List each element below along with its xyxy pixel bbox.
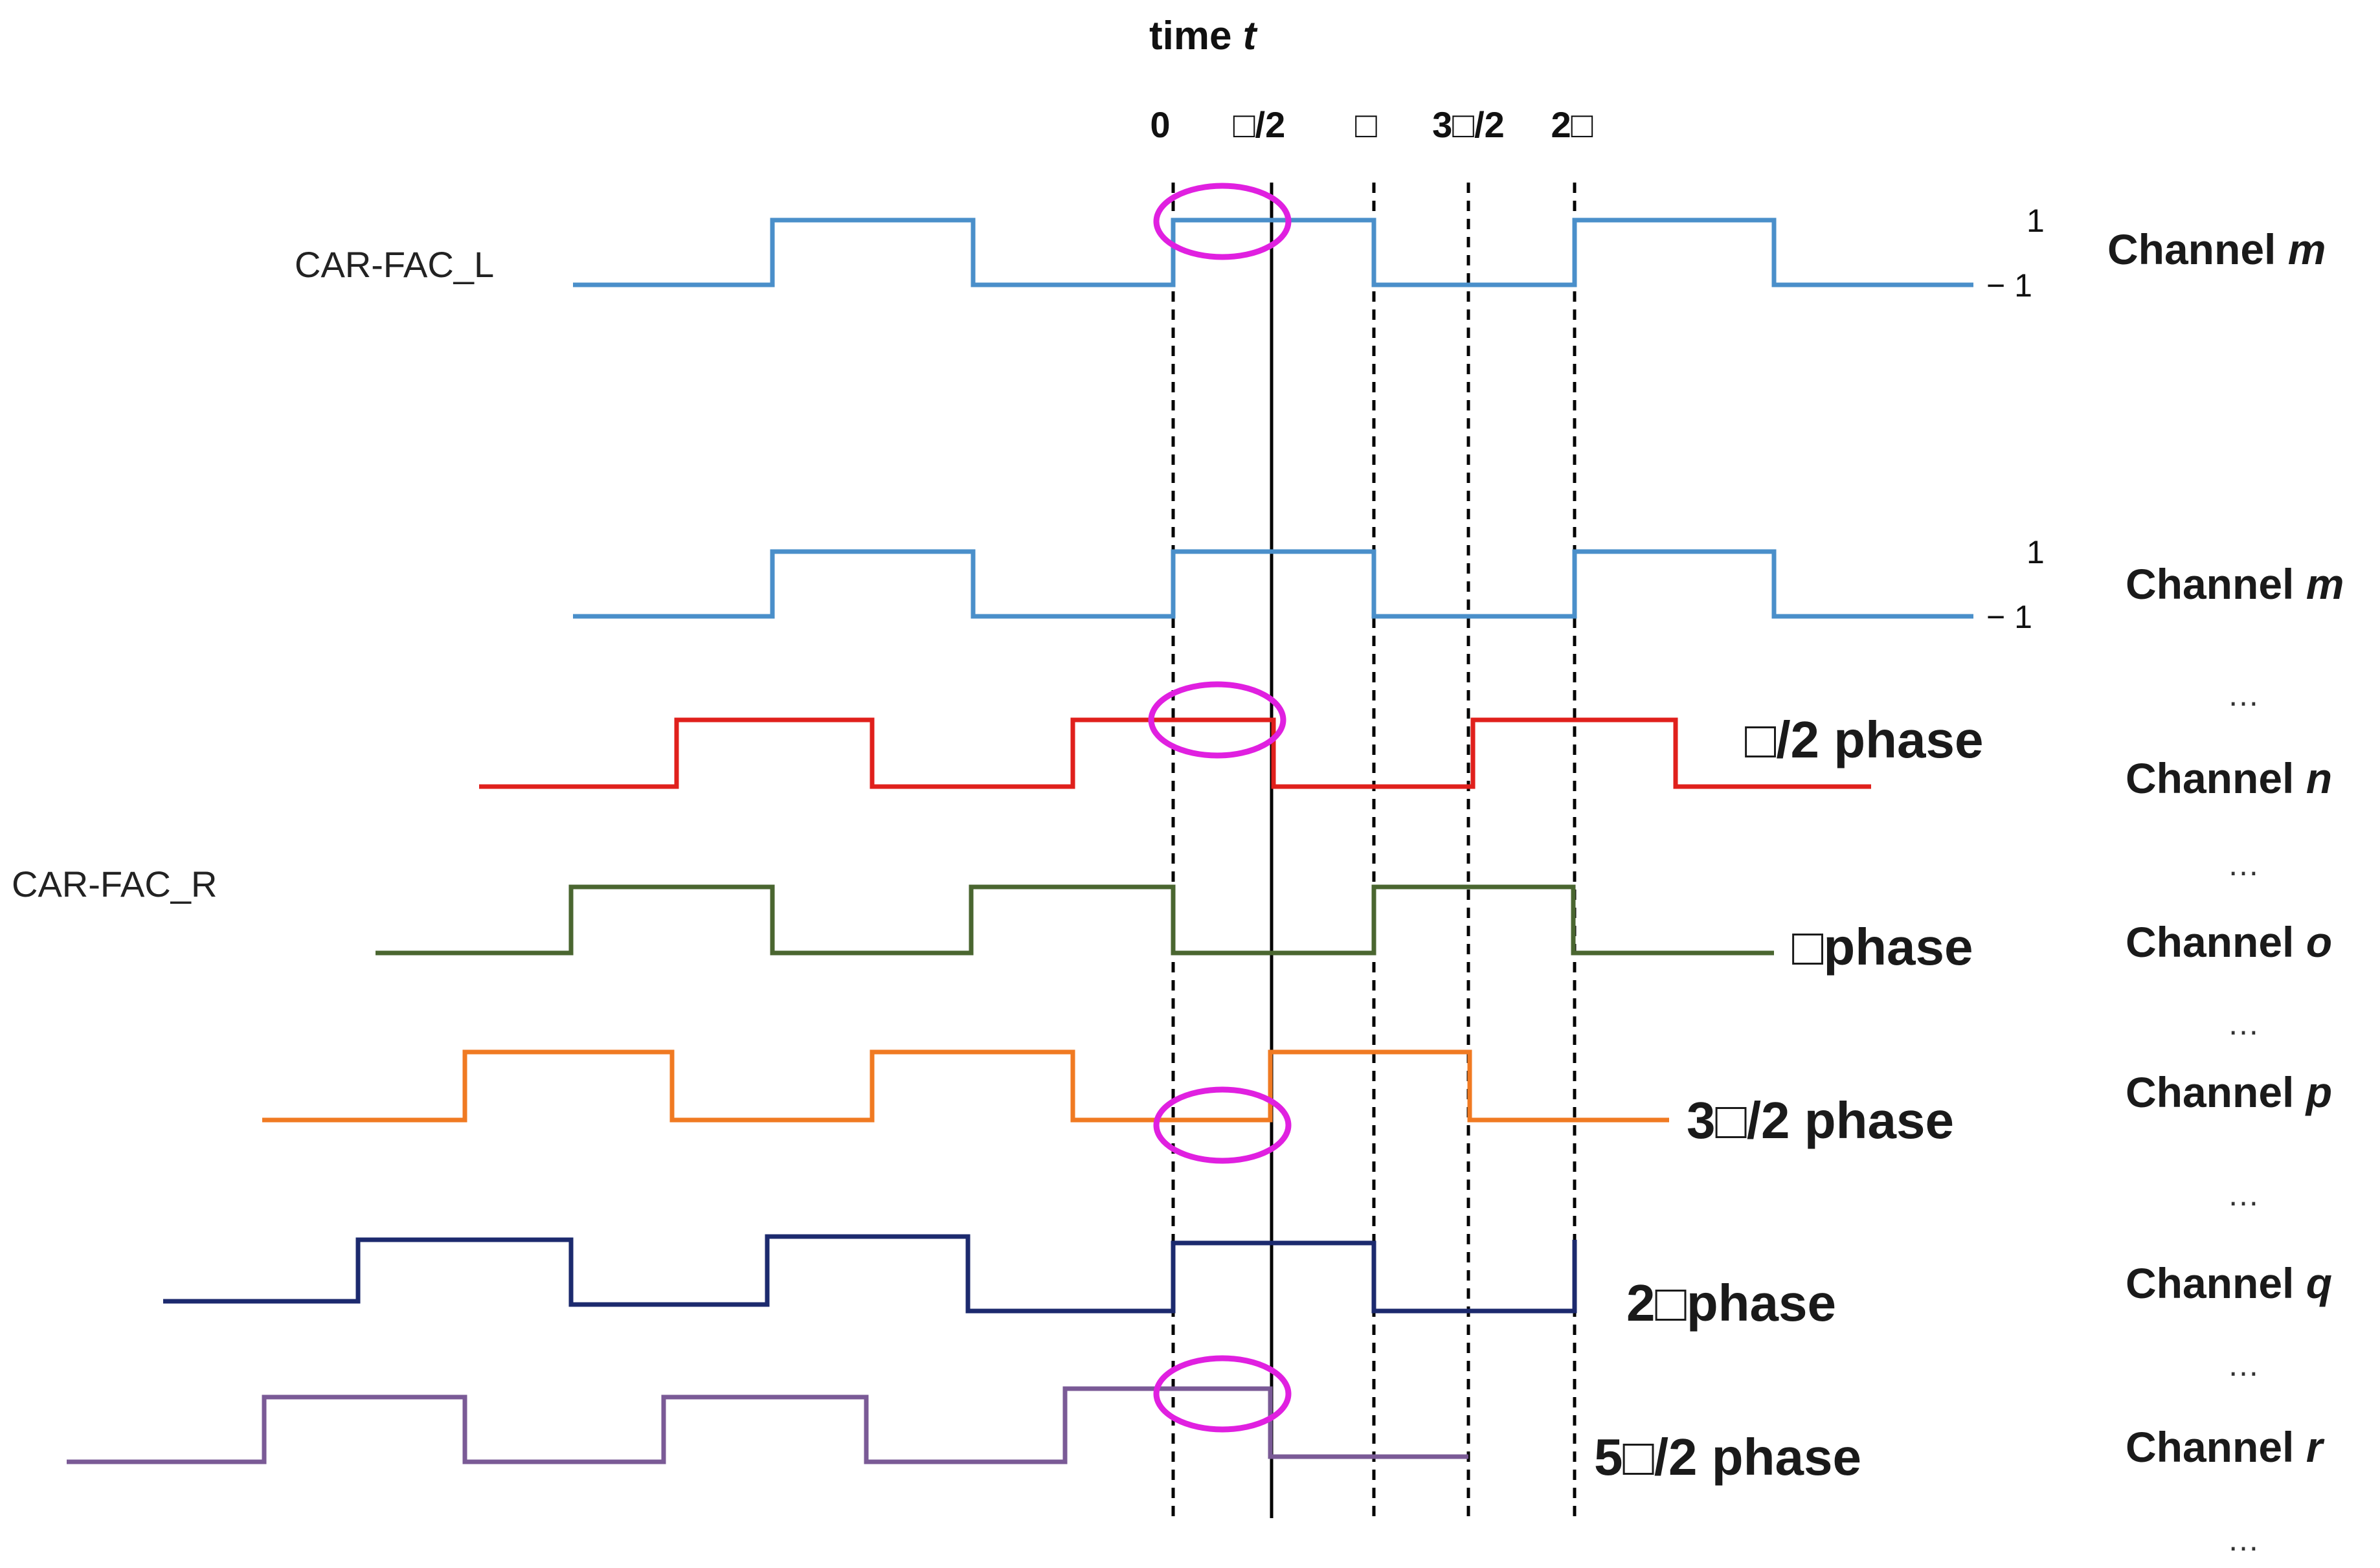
phase-label-3pi-half: 3□/2 phase: [1687, 1092, 1954, 1149]
phase-label-pi-half: □/2 phase: [1745, 711, 1983, 768]
wave-left-channel-m: [573, 218, 1973, 287]
tick-pi-half: □/2: [1233, 104, 1286, 145]
ellipsis-3: …: [2227, 1005, 2260, 1042]
marker-ring-channel-r: [1153, 1355, 1292, 1433]
level-low-left: − 1: [1986, 267, 2032, 304]
wave-channel-q: [163, 1234, 1577, 1314]
tick-2pi: 2□: [1551, 104, 1593, 145]
marker-ring-channel-m: [1153, 183, 1292, 260]
channel-label-q: Channel q: [2126, 1259, 2332, 1307]
level-high-right: 1: [2026, 534, 2045, 570]
channel-label-n: Channel n: [2126, 754, 2332, 802]
ellipsis-5: …: [2227, 1347, 2260, 1383]
marker-ring-channel-n: [1148, 681, 1286, 759]
group-label-right: CAR-FAC_R: [12, 864, 217, 904]
wave-channel-n: [479, 717, 1871, 789]
channel-label-p: Channel p: [2126, 1068, 2332, 1116]
level-low-right: − 1: [1986, 599, 2032, 635]
wave-right-channel-m: [573, 549, 1973, 619]
marker-ring-channel-p: [1153, 1086, 1292, 1164]
channel-label-r: Channel r: [2126, 1423, 2325, 1471]
ellipsis-4: …: [2227, 1176, 2260, 1213]
channel-label-o: Channel o: [2126, 918, 2332, 966]
ellipsis-1: …: [2227, 677, 2260, 713]
level-high-left: 1: [2026, 203, 2045, 239]
tick-3pi-half: 3□/2: [1432, 104, 1505, 145]
phase-label-5pi-half: 5□/2 phase: [1594, 1428, 1861, 1486]
wave-channel-r: [67, 1386, 1468, 1464]
tick-pi: □: [1355, 104, 1377, 145]
ellipsis-6: …: [2227, 1521, 2260, 1558]
time-axis-title: time t: [1149, 14, 1258, 58]
wave-channel-o: [376, 884, 1774, 956]
group-label-left: CAR-FAC_L: [295, 244, 494, 285]
phase-label-2pi: 2□phase: [1626, 1274, 1836, 1332]
phase-label-pi: □phase: [1792, 918, 1973, 976]
channel-label-m-right: Channel m: [2126, 560, 2344, 608]
ellipsis-2: …: [2227, 846, 2260, 882]
wave-channel-p: [262, 1049, 1669, 1123]
tick-0: 0: [1150, 104, 1170, 145]
channel-label-m-left: Channel m: [2107, 225, 2326, 273]
